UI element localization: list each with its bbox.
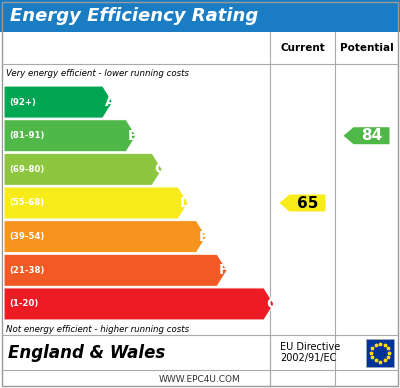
Text: C: C (154, 162, 164, 177)
Text: England & Wales: England & Wales (8, 343, 165, 362)
Text: EU Directive: EU Directive (280, 343, 340, 353)
Polygon shape (4, 153, 162, 185)
Text: E: E (198, 230, 208, 244)
Text: WWW.EPC4U.COM: WWW.EPC4U.COM (159, 374, 241, 383)
Polygon shape (4, 86, 113, 118)
Text: Potential: Potential (340, 43, 393, 53)
Text: G: G (266, 297, 277, 311)
Polygon shape (280, 194, 326, 211)
Text: 65: 65 (297, 196, 318, 211)
Text: (55-68): (55-68) (9, 199, 44, 208)
Polygon shape (344, 127, 390, 144)
Text: (21-38): (21-38) (9, 266, 44, 275)
Text: Energy Efficiency Rating: Energy Efficiency Rating (10, 7, 258, 25)
Text: Current: Current (280, 43, 325, 53)
Text: B: B (128, 129, 139, 143)
Text: A: A (105, 95, 116, 109)
Text: 84: 84 (361, 128, 382, 143)
Text: (92+): (92+) (9, 97, 36, 107)
Polygon shape (4, 187, 188, 219)
Polygon shape (4, 120, 136, 152)
Text: F: F (219, 263, 229, 277)
Polygon shape (4, 254, 227, 286)
Polygon shape (4, 288, 274, 320)
Bar (0, 0, 400, 32)
Polygon shape (4, 220, 206, 253)
Text: D: D (180, 196, 192, 210)
Text: (69-80): (69-80) (9, 165, 44, 174)
Text: (1-20): (1-20) (9, 300, 38, 308)
Bar (366, 338, 394, 367)
Text: Not energy efficient - higher running costs: Not energy efficient - higher running co… (6, 326, 189, 334)
Text: Very energy efficient - lower running costs: Very energy efficient - lower running co… (6, 69, 189, 78)
Text: (39-54): (39-54) (9, 232, 44, 241)
Text: 2002/91/EC: 2002/91/EC (280, 353, 336, 362)
Text: (81-91): (81-91) (9, 131, 44, 140)
